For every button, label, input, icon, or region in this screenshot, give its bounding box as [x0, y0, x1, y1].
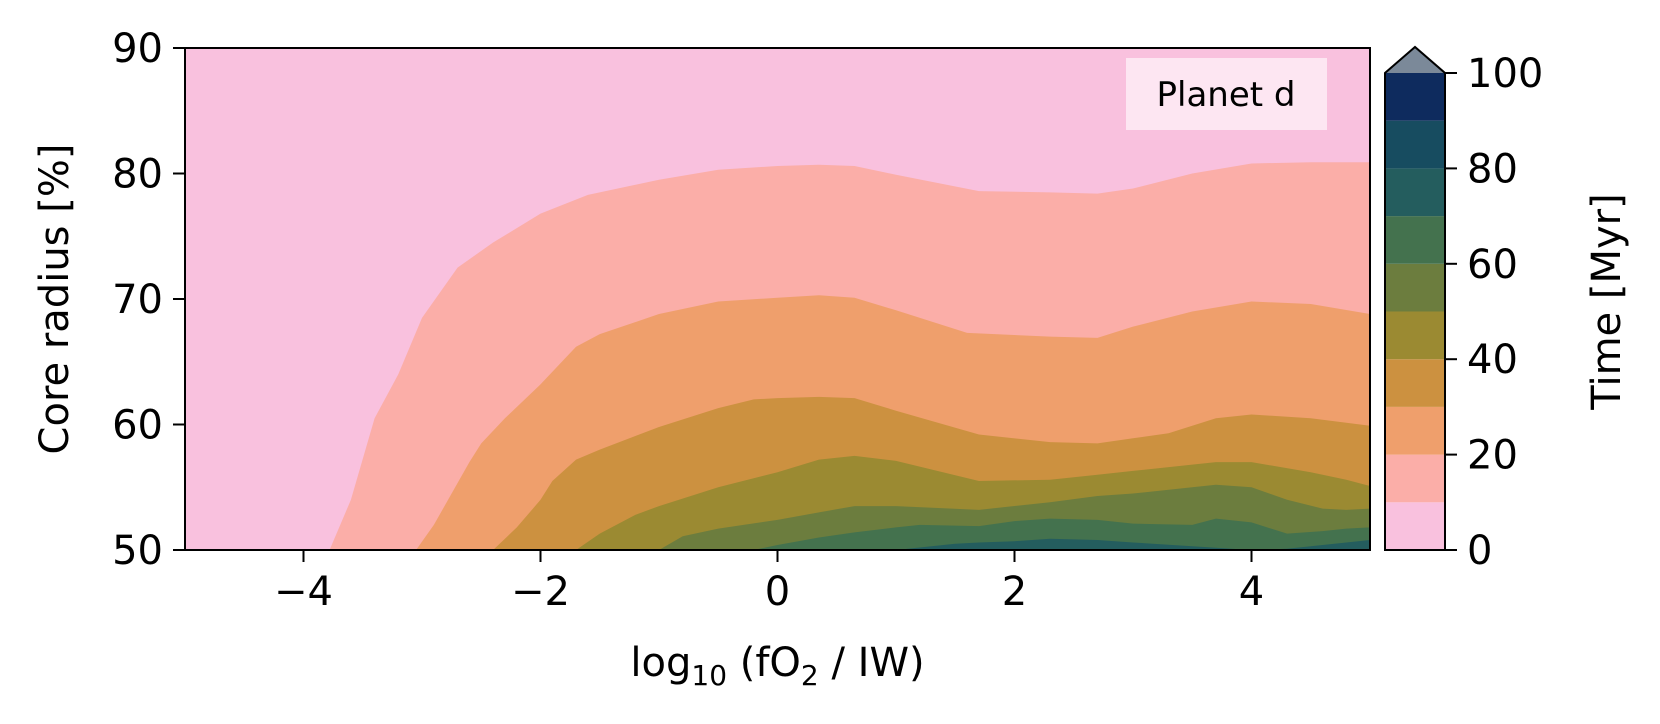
- y-axis: 50 60 70 80 90: [112, 26, 185, 574]
- colorbar-frame: [1384, 45, 1446, 551]
- colorbar-tick-label: 80: [1467, 146, 1518, 192]
- colorbar-extend-arrow: [1385, 47, 1445, 73]
- x-tick-label: −2: [511, 569, 570, 615]
- contour-region-above-70: [896, 538, 1370, 550]
- colorbar: 0 20 40 60 80 100: [1384, 45, 1543, 574]
- x-axis: −4 −2 0 2 4: [274, 550, 1264, 615]
- x-tick-label: 0: [765, 569, 790, 615]
- y-tick-label: 60: [112, 403, 163, 449]
- colorbar-tick-label: 40: [1467, 337, 1518, 383]
- x-tick-label: −4: [274, 569, 333, 615]
- colorbar-segment-40-50: [1385, 311, 1445, 360]
- colorbar-tick-label: 60: [1467, 242, 1518, 288]
- colorbar-segment-50-60: [1385, 263, 1445, 312]
- y-tick-label: 50: [112, 528, 163, 574]
- plot-area: [184, 47, 1371, 551]
- colorbar-segment-30-40: [1385, 359, 1445, 407]
- contour-layers: [185, 48, 1370, 550]
- x-tick-label: 4: [1239, 569, 1264, 615]
- x-tick-label: 2: [1002, 569, 1027, 615]
- planet-annotation: Planet d: [1126, 58, 1327, 130]
- y-tick-label: 90: [112, 26, 163, 72]
- colorbar-label: Time [Myr]: [1584, 193, 1630, 410]
- colorbar-tick-label: 100: [1467, 51, 1543, 97]
- colorbar-tick-label: 20: [1467, 433, 1518, 479]
- colorbar-segment-70-80: [1385, 168, 1445, 217]
- colorbar-segment-0-10: [1385, 502, 1445, 550]
- colorbar-segment-80-90: [1385, 120, 1445, 169]
- colorbar-segment-20-30: [1385, 406, 1445, 455]
- planet-annotation-label: Planet d: [1157, 75, 1296, 115]
- x-axis-label: log10 (fO2 / IW): [630, 640, 924, 692]
- colorbar-segment-10-20: [1385, 454, 1445, 503]
- colorbar-segment-60-70: [1385, 216, 1445, 264]
- contour-region-above-60: [753, 518, 1370, 550]
- y-axis-label: Core radius [%]: [32, 144, 78, 455]
- y-tick-label: 70: [112, 277, 163, 323]
- colorbar-tick-label: 0: [1467, 528, 1492, 574]
- colorbar-segment-90-100: [1385, 73, 1445, 121]
- planet-annotation-box: [1126, 58, 1327, 130]
- y-tick-label: 80: [112, 152, 163, 198]
